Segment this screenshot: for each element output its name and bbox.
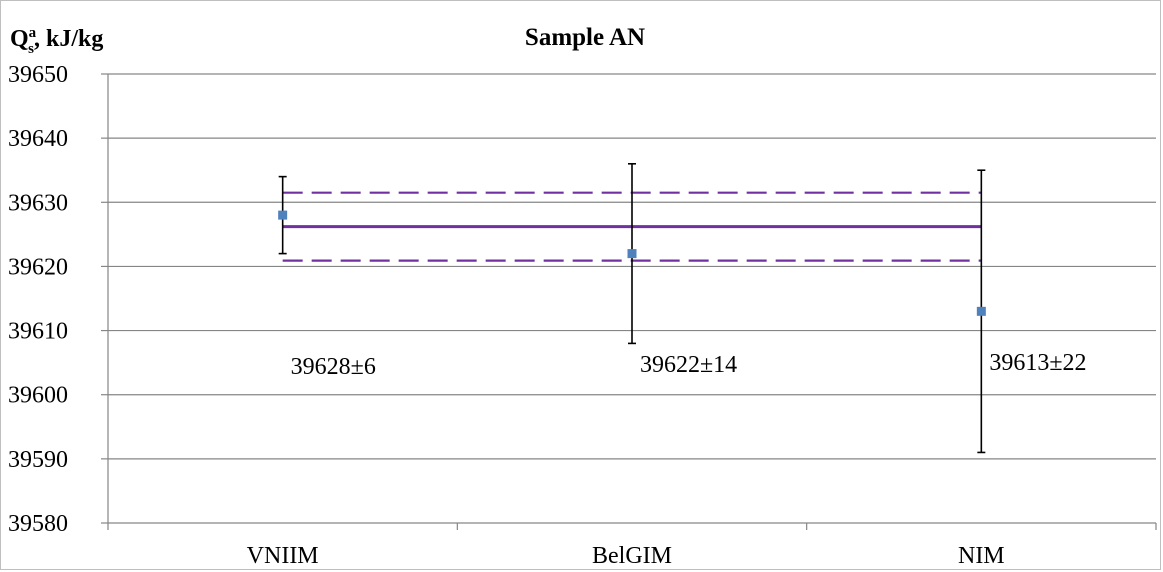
- y-tick-label: 39620: [8, 254, 68, 280]
- y-tick-label: 39580: [8, 511, 68, 537]
- data-point: [976, 306, 986, 316]
- y-axis-label-sub: s: [28, 41, 34, 57]
- chart-text: Sample AN Qa s, kJ/kg 39580 39590 39600 3961…: [8, 24, 1087, 569]
- data-label: 39628±6: [291, 354, 376, 380]
- y-tick-label: 39650: [8, 62, 68, 88]
- y-tick-label: 39600: [8, 383, 68, 409]
- y-tick-label: 39640: [8, 126, 68, 152]
- data-point: [278, 210, 288, 220]
- x-tick-label: NIM: [958, 543, 1005, 569]
- y-axis-label-main: Q: [10, 26, 29, 52]
- error-bars: [278, 163, 986, 454]
- data-points: [278, 210, 986, 316]
- chart-title-text: Sample AN: [525, 24, 645, 51]
- y-tick-label: 39590: [8, 447, 68, 473]
- chart-title: Sample AN: [525, 24, 645, 51]
- x-tick-label: VNIIM: [247, 543, 319, 569]
- y-tick-label: 39610: [8, 319, 68, 345]
- y-tick-label: 39630: [8, 190, 68, 216]
- y-axis-label: Qa s, kJ/kg: [10, 25, 103, 57]
- data-label: 39622±14: [640, 352, 737, 378]
- axes: [101, 73, 1157, 530]
- x-tick-label: BelGIM: [592, 543, 672, 569]
- y-axis-label-sup: a: [29, 25, 37, 41]
- y-axis-label-unit: , kJ/kg: [34, 26, 103, 52]
- data-point: [627, 249, 637, 259]
- data-label: 39613±22: [989, 350, 1086, 376]
